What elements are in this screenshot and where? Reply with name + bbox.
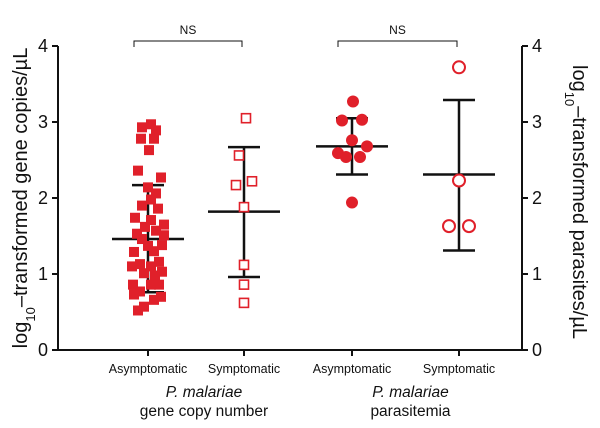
x-category-label: Asymptomatic (313, 362, 392, 376)
data-point-square (140, 221, 150, 232)
data-point-square-open (230, 179, 242, 191)
data-point-square (135, 286, 145, 297)
axes: 0 0 1 1 2 2 3 3 4 4 (38, 36, 542, 360)
data-point-square (156, 172, 166, 183)
group-label-measure: gene copy number (140, 403, 268, 420)
data-point-square (153, 203, 163, 214)
group-label-species: P. malariae (166, 384, 243, 401)
data-point-square (159, 219, 169, 230)
data-point-square (143, 240, 153, 251)
data-point-square-open (233, 150, 245, 161)
data-point-circle (356, 113, 368, 126)
x-category-label: Asymptomatic (109, 362, 188, 376)
data-point-square-open (238, 259, 250, 271)
data-point-square (154, 279, 164, 290)
data-point-square (156, 291, 166, 302)
data-point-square-open (246, 175, 258, 187)
data-point-square (137, 122, 147, 133)
significance-bracket (337, 40, 458, 47)
data-point-square (149, 294, 159, 305)
data-point-circle (346, 134, 358, 147)
data-point-square (137, 234, 147, 245)
right-tick-label: 3 (532, 112, 542, 132)
significance-label: NS (389, 23, 406, 37)
left-tick-label: 1 (38, 264, 48, 284)
data-point-square (157, 266, 167, 277)
data-point-square (135, 259, 145, 270)
data-point-square (159, 230, 169, 241)
data-point-square-open (238, 297, 250, 309)
data-point-circle (340, 150, 352, 163)
data-point-circle (346, 196, 358, 209)
data-point-square-open (238, 201, 250, 213)
y-axis-label-left: log10–transformed gene copies/µL (10, 48, 38, 349)
data-point-square-open (238, 279, 250, 290)
data-point-circle-open (442, 219, 456, 234)
left-tick-label: 4 (38, 36, 48, 56)
data-point-square (139, 268, 149, 279)
data-point-circle (354, 150, 366, 163)
data-point-square (137, 200, 147, 211)
group-label-species: P. malariae (372, 384, 449, 401)
data-point-square (132, 228, 142, 239)
data-points (127, 60, 476, 316)
data-point-square (143, 182, 153, 193)
x-category-label: Symptomatic (423, 362, 495, 376)
data-point-square (136, 133, 146, 144)
data-point-square (129, 246, 139, 257)
data-point-square (146, 261, 156, 272)
data-point-square (146, 194, 156, 205)
data-point-square (151, 125, 161, 136)
data-point-square (129, 289, 139, 300)
error-bars (112, 98, 495, 294)
data-point-square (144, 145, 154, 156)
left-tick-label: 3 (38, 112, 48, 132)
right-tick-label: 2 (532, 188, 542, 208)
data-point-square (133, 165, 143, 176)
chart-labels: Asymptomatic Symptomatic Asymptomatic Sympt… (10, 23, 590, 420)
data-point-square (128, 279, 138, 290)
data-point-square (151, 225, 161, 236)
data-point-circle-open (452, 173, 466, 188)
y-axis-label-right: log10–transformed parasites/µL (563, 65, 591, 339)
data-point-square (127, 261, 137, 272)
left-tick-label: 2 (38, 188, 48, 208)
data-point-square (151, 188, 161, 199)
data-point-circle (336, 114, 348, 127)
right-tick-label: 1 (532, 264, 542, 284)
data-point-square (149, 133, 159, 144)
right-tick-label: 0 (532, 340, 542, 360)
data-point-circle (347, 95, 359, 108)
data-point-square (146, 215, 156, 226)
data-point-circle (361, 140, 373, 153)
significance-label: NS (180, 23, 197, 37)
significance-bracket (133, 40, 243, 47)
x-category-label: Symptomatic (208, 362, 280, 376)
data-point-square (133, 305, 143, 316)
right-tick-label: 4 (532, 36, 542, 56)
left-tick-label: 0 (38, 340, 48, 360)
data-point-square (150, 270, 160, 281)
data-point-circle-open (462, 219, 476, 234)
data-point-square (146, 119, 156, 130)
data-point-square-open (240, 112, 252, 124)
data-point-square (146, 279, 156, 290)
data-point-square (130, 212, 140, 223)
data-point-square (157, 240, 167, 251)
data-point-square (154, 256, 164, 267)
group-label-measure: parasitemia (370, 403, 450, 420)
data-point-circle-open (452, 60, 466, 75)
data-point-square (139, 301, 149, 312)
data-point-square (149, 246, 159, 257)
